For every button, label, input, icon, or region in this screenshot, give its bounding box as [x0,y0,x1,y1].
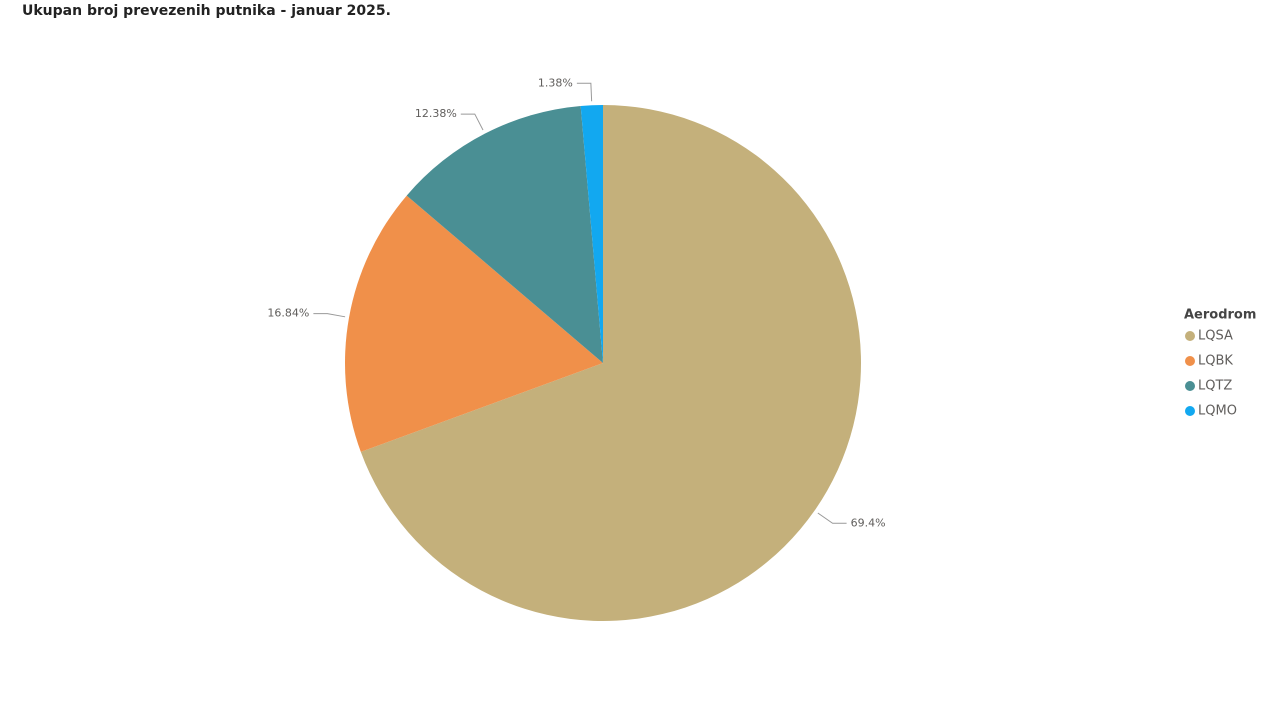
data-label: 16.84% [267,307,309,320]
legend-label: LQTZ [1198,379,1232,394]
pie-slice [580,105,603,363]
legend-marker [1185,381,1195,391]
chart-title: Ukupan broj prevezenih putnika - januar … [22,3,391,19]
leader-line [313,313,346,318]
legend-label: LQMO [1198,404,1237,419]
leader-line [576,82,593,102]
pie-slice [345,195,603,452]
legend-title: Aerodrom [1184,308,1256,323]
legend-label: LQSA [1198,329,1233,344]
leader-line [460,113,484,131]
legend-marker [1185,331,1195,341]
pie-slice [360,105,861,621]
legend-marker [1185,356,1195,366]
pie-slice [406,105,603,364]
data-label: 69.4% [851,516,886,529]
data-label: 1.38% [538,76,573,89]
data-label: 12.38% [415,107,457,120]
legend-label: LQBK [1198,354,1233,369]
leader-line [817,512,847,524]
legend-marker [1185,406,1195,416]
